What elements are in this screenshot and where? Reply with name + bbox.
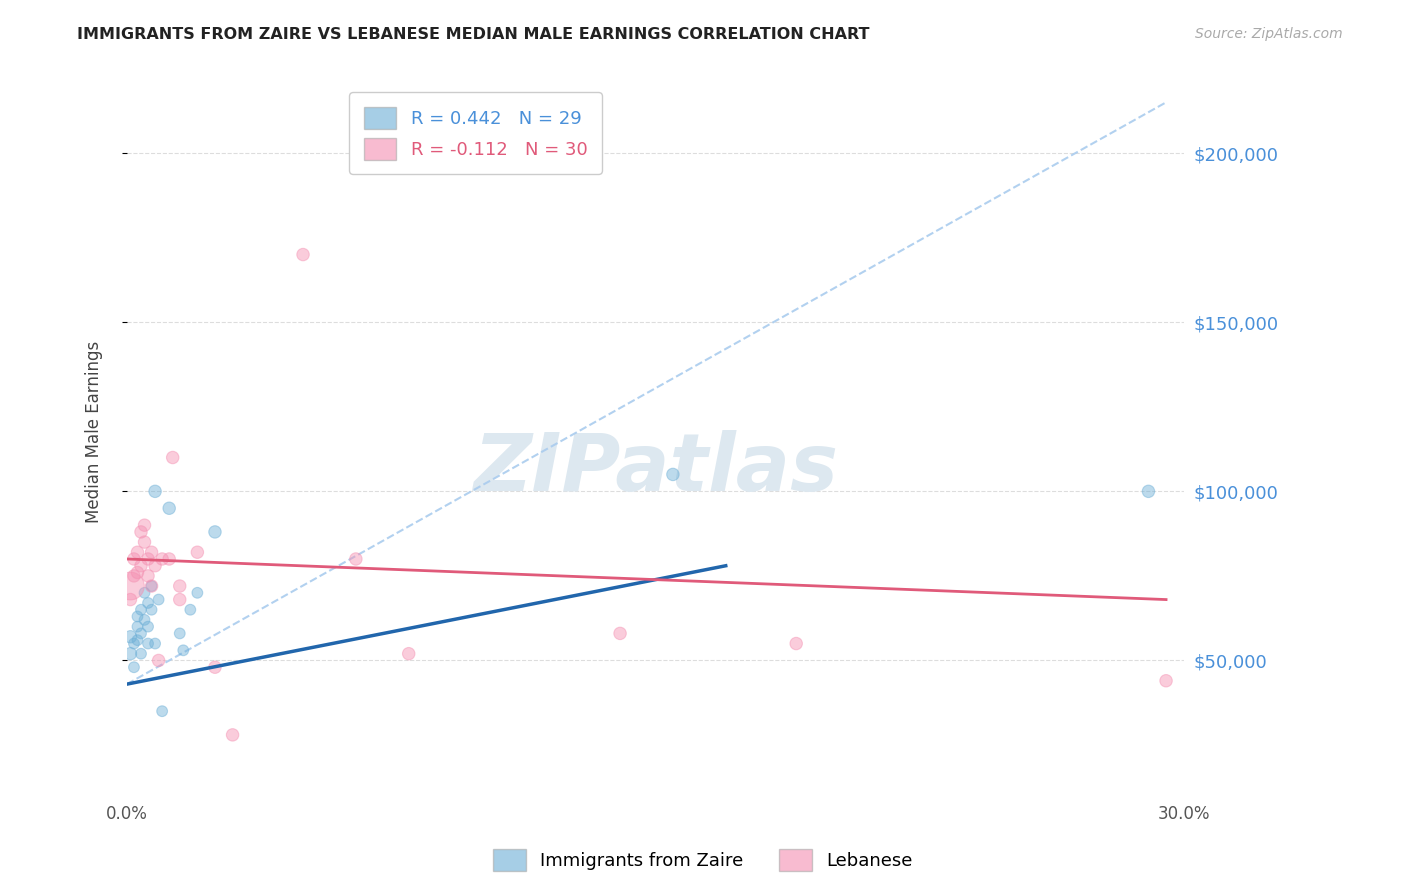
Point <box>120 592 142 607</box>
Point <box>129 524 152 539</box>
Point <box>662 467 685 482</box>
Point <box>127 609 149 624</box>
Point <box>186 545 208 559</box>
Point <box>398 647 420 661</box>
Point <box>136 569 159 583</box>
Point <box>204 660 226 674</box>
Point <box>157 501 180 516</box>
Point <box>150 552 173 566</box>
Y-axis label: Median Male Earnings: Median Male Earnings <box>86 341 103 524</box>
Point <box>122 569 145 583</box>
Point <box>150 704 173 718</box>
Point <box>157 552 180 566</box>
Point <box>141 545 163 559</box>
Point <box>120 647 142 661</box>
Point <box>169 579 191 593</box>
Point <box>169 592 191 607</box>
Point <box>186 586 208 600</box>
Point <box>129 558 152 573</box>
Text: ZIPatlas: ZIPatlas <box>472 430 838 508</box>
Point <box>134 586 156 600</box>
Point <box>172 643 194 657</box>
Point <box>136 620 159 634</box>
Point <box>136 596 159 610</box>
Point <box>141 579 163 593</box>
Point <box>148 653 170 667</box>
Point <box>127 620 149 634</box>
Point <box>129 603 152 617</box>
Point <box>129 647 152 661</box>
Point <box>221 728 243 742</box>
Point <box>162 450 184 465</box>
Point <box>143 636 166 650</box>
Point <box>143 558 166 573</box>
Point <box>179 603 201 617</box>
Point <box>141 579 163 593</box>
Point <box>136 636 159 650</box>
Text: IMMIGRANTS FROM ZAIRE VS LEBANESE MEDIAN MALE EARNINGS CORRELATION CHART: IMMIGRANTS FROM ZAIRE VS LEBANESE MEDIAN… <box>77 27 870 42</box>
Text: Source: ZipAtlas.com: Source: ZipAtlas.com <box>1195 27 1343 41</box>
Point <box>127 633 149 648</box>
Point <box>129 626 152 640</box>
Point <box>204 524 226 539</box>
Point <box>120 630 142 644</box>
Point <box>120 579 142 593</box>
Point <box>169 626 191 640</box>
Point <box>1154 673 1177 688</box>
Point <box>785 636 807 650</box>
Point <box>127 566 149 580</box>
Point <box>1137 484 1160 499</box>
Point <box>122 660 145 674</box>
Point <box>134 518 156 533</box>
Point <box>344 552 367 566</box>
Point <box>122 552 145 566</box>
Point <box>292 247 315 261</box>
Point <box>143 484 166 499</box>
Point <box>136 552 159 566</box>
Point <box>134 535 156 549</box>
Point <box>134 613 156 627</box>
Point <box>609 626 631 640</box>
Point <box>148 592 170 607</box>
Point <box>127 545 149 559</box>
Point <box>122 636 145 650</box>
Legend: R = 0.442   N = 29, R = -0.112   N = 30: R = 0.442 N = 29, R = -0.112 N = 30 <box>349 92 602 174</box>
Point <box>141 603 163 617</box>
Legend: Immigrants from Zaire, Lebanese: Immigrants from Zaire, Lebanese <box>486 842 920 879</box>
